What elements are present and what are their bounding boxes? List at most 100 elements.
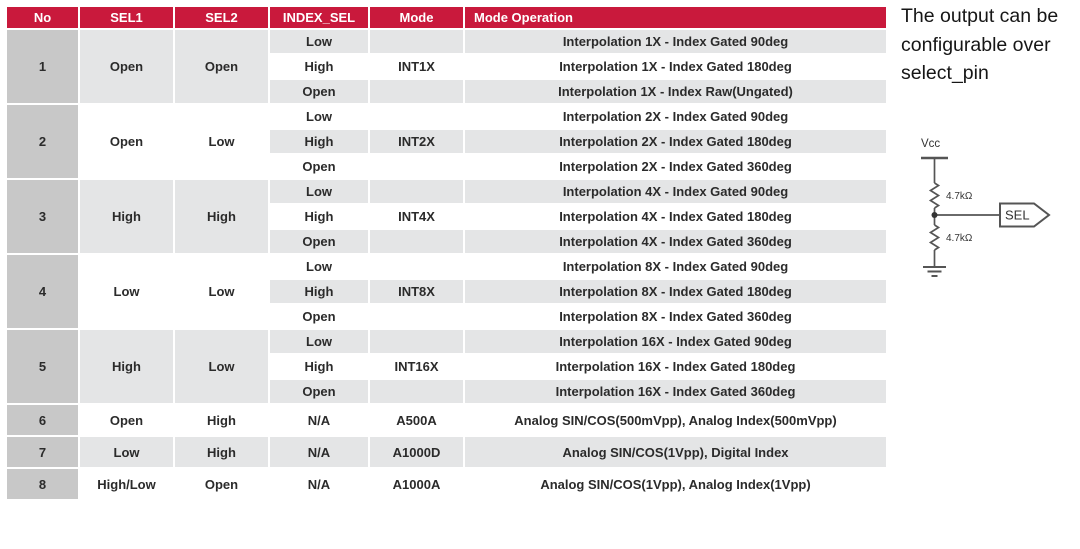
col-header-mode-operation: Mode Operation (463, 5, 888, 30)
sel2-cell: Open (173, 28, 270, 105)
resistor-bottom-label: 4.7kΩ (946, 233, 973, 244)
index-sel-cell: Open (268, 153, 370, 180)
no-cell: 6 (5, 403, 80, 437)
mode-cell (368, 228, 465, 255)
mode-cell: INT8X (368, 278, 465, 305)
sel2-cell: Low (173, 328, 270, 405)
operation-cell: Interpolation 4X - Index Gated 180deg (463, 203, 888, 230)
sel1-cell: High (78, 328, 175, 405)
index-sel-cell: High (268, 278, 370, 305)
operation-cell: Interpolation 8X - Index Gated 90deg (463, 253, 888, 280)
no-cell: 7 (5, 435, 80, 469)
resistor-bottom-icon (928, 224, 941, 251)
table-row: 3 High High Low Interpolation 4X - Index… (5, 178, 888, 255)
resistor-top-label: 4.7kΩ (946, 191, 973, 202)
vcc-label: Vcc (921, 138, 940, 150)
sel2-cell: Low (173, 253, 270, 330)
operation-cell: Interpolation 16X - Index Gated 90deg (463, 328, 888, 355)
operation-cell: Interpolation 1X - Index Raw(Ungated) (463, 78, 888, 105)
col-header-mode: Mode (368, 5, 465, 30)
header-row: No SEL1 SEL2 INDEX_SEL Mode Mode Operati… (5, 5, 888, 30)
no-cell: 2 (5, 103, 80, 180)
sel1-cell: High/Low (78, 467, 175, 501)
sel-pin-flag (999, 202, 1051, 228)
table-row: High INT8X Interpolation 8X - Index Gate… (6, 278, 888, 305)
index-sel-cell: Open (268, 303, 370, 330)
node-dot (931, 212, 938, 218)
mode-cell: INT16X (368, 353, 465, 380)
operation-cell: Interpolation 8X - Index Gated 360deg (463, 303, 888, 330)
sel1-cell: Open (78, 403, 175, 437)
no-cell: 5 (5, 328, 80, 405)
sel2-cell: Open (173, 467, 270, 501)
operation-cell: Interpolation 4X - Index Gated 360deg (463, 228, 888, 255)
sel1-cell: High (78, 178, 175, 255)
mode-cell (368, 253, 465, 280)
mode-cell (368, 328, 465, 355)
table-row: 8 High/Low Open N/A A1000A Analog SIN/CO… (5, 467, 888, 501)
operation-cell: Interpolation 2X - Index Gated 90deg (463, 103, 888, 130)
sel2-cell: High (173, 403, 270, 437)
sel-pin-label: SEL (1005, 208, 1030, 223)
operation-cell: Analog SIN/COS(500mVpp), Analog Index(50… (463, 403, 888, 437)
no-cell: 8 (5, 467, 80, 501)
sel2-cell: Low (173, 103, 270, 180)
index-sel-cell: N/A (268, 467, 370, 501)
ground-icon (923, 266, 946, 277)
mode-cell: A500A (368, 403, 465, 437)
index-sel-cell: Low (268, 103, 370, 130)
no-cell: 4 (5, 253, 80, 330)
index-sel-cell: High (268, 53, 370, 80)
table-row: Open Interpolation 16X - Index Gated 360… (6, 378, 888, 405)
index-sel-cell: Open (268, 378, 370, 405)
table-row: Open Interpolation 2X - Index Gated 360d… (6, 153, 888, 180)
table-row: High INT16X Interpolation 16X - Index Ga… (6, 353, 888, 380)
operation-cell: Interpolation 1X - Index Gated 180deg (463, 53, 888, 80)
col-header-no: No (5, 5, 80, 30)
table-row: Open Interpolation 8X - Index Gated 360d… (6, 303, 888, 330)
side-note-text: The output can be configurable over sele… (901, 5, 1059, 85)
table-row: High INT4X Interpolation 4X - Index Gate… (6, 203, 888, 230)
no-cell: 3 (5, 178, 80, 255)
operation-cell: Interpolation 16X - Index Gated 180deg (463, 353, 888, 380)
index-sel-cell: Low (268, 28, 370, 55)
select-pin-circuit-diagram: Vcc 4.7kΩ 4.7kΩ SEL (921, 138, 1051, 277)
index-sel-cell: High (268, 128, 370, 155)
index-sel-cell: Open (268, 78, 370, 105)
no-cell: 1 (5, 28, 80, 105)
operation-cell: Analog SIN/COS(1Vpp), Digital Index (463, 435, 888, 469)
table-row: 2 Open Low Low Interpolation 2X - Index … (5, 103, 888, 180)
mode-cell: INT2X (368, 128, 465, 155)
mode-cell: INT4X (368, 203, 465, 230)
mode-cell (368, 153, 465, 180)
table-row: High INT1X Interpolation 1X - Index Gate… (6, 53, 888, 80)
index-sel-cell: Low (268, 328, 370, 355)
index-sel-cell: Low (268, 178, 370, 205)
table-row: 1 Open Open Low Interpolation 1X - Index… (5, 28, 888, 105)
mode-cell (368, 178, 465, 205)
table-row: 6 Open High N/A A500A Analog SIN/COS(500… (5, 403, 888, 437)
index-sel-cell: High (268, 353, 370, 380)
sel1-cell: Open (78, 103, 175, 180)
operation-cell: Interpolation 16X - Index Gated 360deg (463, 378, 888, 405)
vcc-rail-icon (921, 156, 948, 183)
operation-cell: Interpolation 4X - Index Gated 90deg (463, 178, 888, 205)
sel2-cell: High (173, 435, 270, 469)
resistor-top-icon (928, 182, 941, 209)
mode-cell (368, 78, 465, 105)
operation-cell: Interpolation 1X - Index Gated 90deg (463, 28, 888, 55)
mode-cell: A1000A (368, 467, 465, 501)
mode-cell: INT1X (368, 53, 465, 80)
mode-cell (368, 303, 465, 330)
sel1-cell: Open (78, 28, 175, 105)
table-row: High INT2X Interpolation 2X - Index Gate… (6, 128, 888, 155)
operation-cell: Analog SIN/COS(1Vpp), Analog Index(1Vpp) (463, 467, 888, 501)
col-header-index-sel: INDEX_SEL (268, 5, 370, 30)
table-row: Open Interpolation 4X - Index Gated 360d… (6, 228, 888, 255)
index-sel-cell: N/A (268, 435, 370, 469)
table-row: 4 Low Low Low Interpolation 8X - Index G… (5, 253, 888, 330)
sel1-cell: Low (78, 435, 175, 469)
operation-cell: Interpolation 2X - Index Gated 180deg (463, 128, 888, 155)
mode-cell (368, 103, 465, 130)
